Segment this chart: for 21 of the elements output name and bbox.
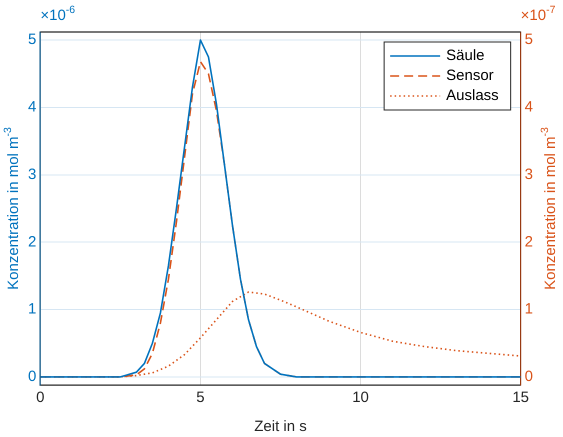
x-axis-title: Zeit in s [254, 418, 307, 436]
y2-tick-label: 5 [524, 31, 533, 48]
legend-label: Säule [446, 47, 485, 64]
x-tick-label: 10 [352, 389, 369, 406]
y2-tick-label: 3 [524, 166, 533, 183]
y-tick-label: 4 [28, 98, 36, 116]
legend-label: Sensor [446, 67, 494, 84]
legend-label: Auslass [446, 87, 499, 104]
y2-tick-label: 2 [524, 233, 533, 250]
y-tick-label: 3 [28, 166, 36, 183]
y-tick-label: 2 [28, 233, 36, 250]
y-tick-label: 0 [28, 368, 36, 386]
y-tick-label: 1 [28, 300, 36, 318]
y2-tick-label: 0 [524, 368, 533, 386]
y-axis-title: Konzentration in mol m-3 [2, 126, 22, 290]
y2-axis-title: Konzentration in mol m-3 [538, 126, 560, 290]
x-tick-label: 5 [196, 389, 205, 406]
y2-tick-label: 1 [524, 300, 533, 318]
x-tick-label: 15 [512, 389, 529, 406]
y2-tick-label: 4 [524, 98, 533, 116]
y-tick-label: 5 [28, 31, 36, 48]
